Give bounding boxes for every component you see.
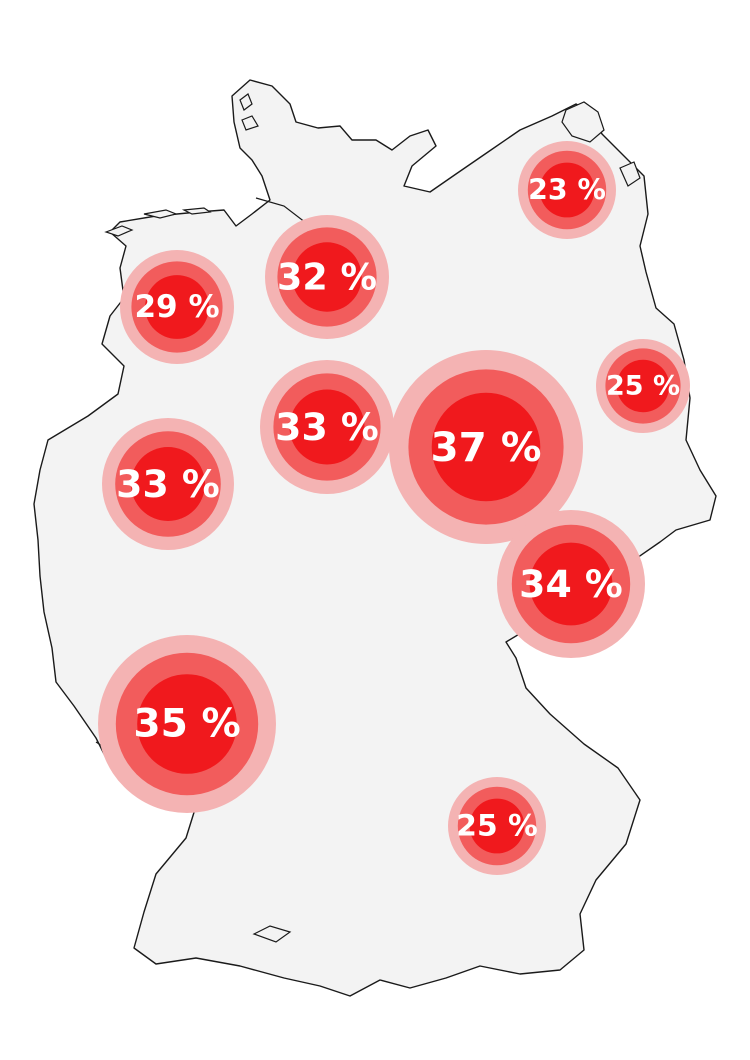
lake-bodensee	[252, 925, 292, 943]
bubble-core	[292, 242, 362, 312]
bubble-north-east: 23 %	[518, 141, 616, 239]
bubble-core	[431, 392, 541, 502]
island-north-sea	[143, 209, 178, 219]
island-usedom	[619, 161, 641, 187]
island-north-sea	[181, 207, 212, 215]
bubble-south-west: 35 %	[98, 635, 276, 813]
bubble-label: 25 %	[606, 371, 680, 402]
bubble-south-east-saxony: 34 %	[497, 510, 645, 658]
bubble-label: 23 %	[528, 174, 606, 207]
bubble-core	[469, 798, 525, 854]
bubble-label: 32 %	[277, 256, 377, 299]
bubble-core	[131, 447, 205, 521]
bubble-centre-north: 33 %	[260, 360, 394, 494]
bubble-core	[137, 674, 237, 774]
bubble-layer: 23 % 29 % 32 % 25 % 33 % 37 % 33 % 34 % 35 % 25 %	[98, 141, 690, 875]
bubble-centre: 37 %	[389, 350, 583, 544]
bubble-core	[539, 162, 595, 218]
bubble-core	[616, 359, 670, 413]
bubble-label: 25 %	[456, 809, 537, 844]
island-north-frisian	[239, 93, 253, 111]
bubble-west: 33 %	[102, 418, 234, 550]
bubble-core	[529, 542, 613, 626]
island-north-frisian	[241, 115, 259, 131]
island-north-sea	[104, 225, 134, 237]
bubble-core	[145, 275, 209, 339]
bubble-south: 25 %	[448, 777, 546, 875]
island-rugen	[561, 101, 605, 143]
bubble-north-west-coast: 29 %	[120, 250, 234, 364]
bubble-label: 35 %	[133, 702, 240, 747]
bubble-core	[289, 389, 365, 465]
bubble-label: 34 %	[519, 562, 623, 606]
bubble-east: 25 %	[596, 339, 690, 433]
bubble-label: 33 %	[116, 462, 220, 506]
bubble-label: 29 %	[134, 289, 219, 325]
bubble-label: 37 %	[430, 423, 541, 471]
bubble-label: 33 %	[275, 405, 379, 449]
bubble-north: 32 %	[265, 215, 389, 339]
